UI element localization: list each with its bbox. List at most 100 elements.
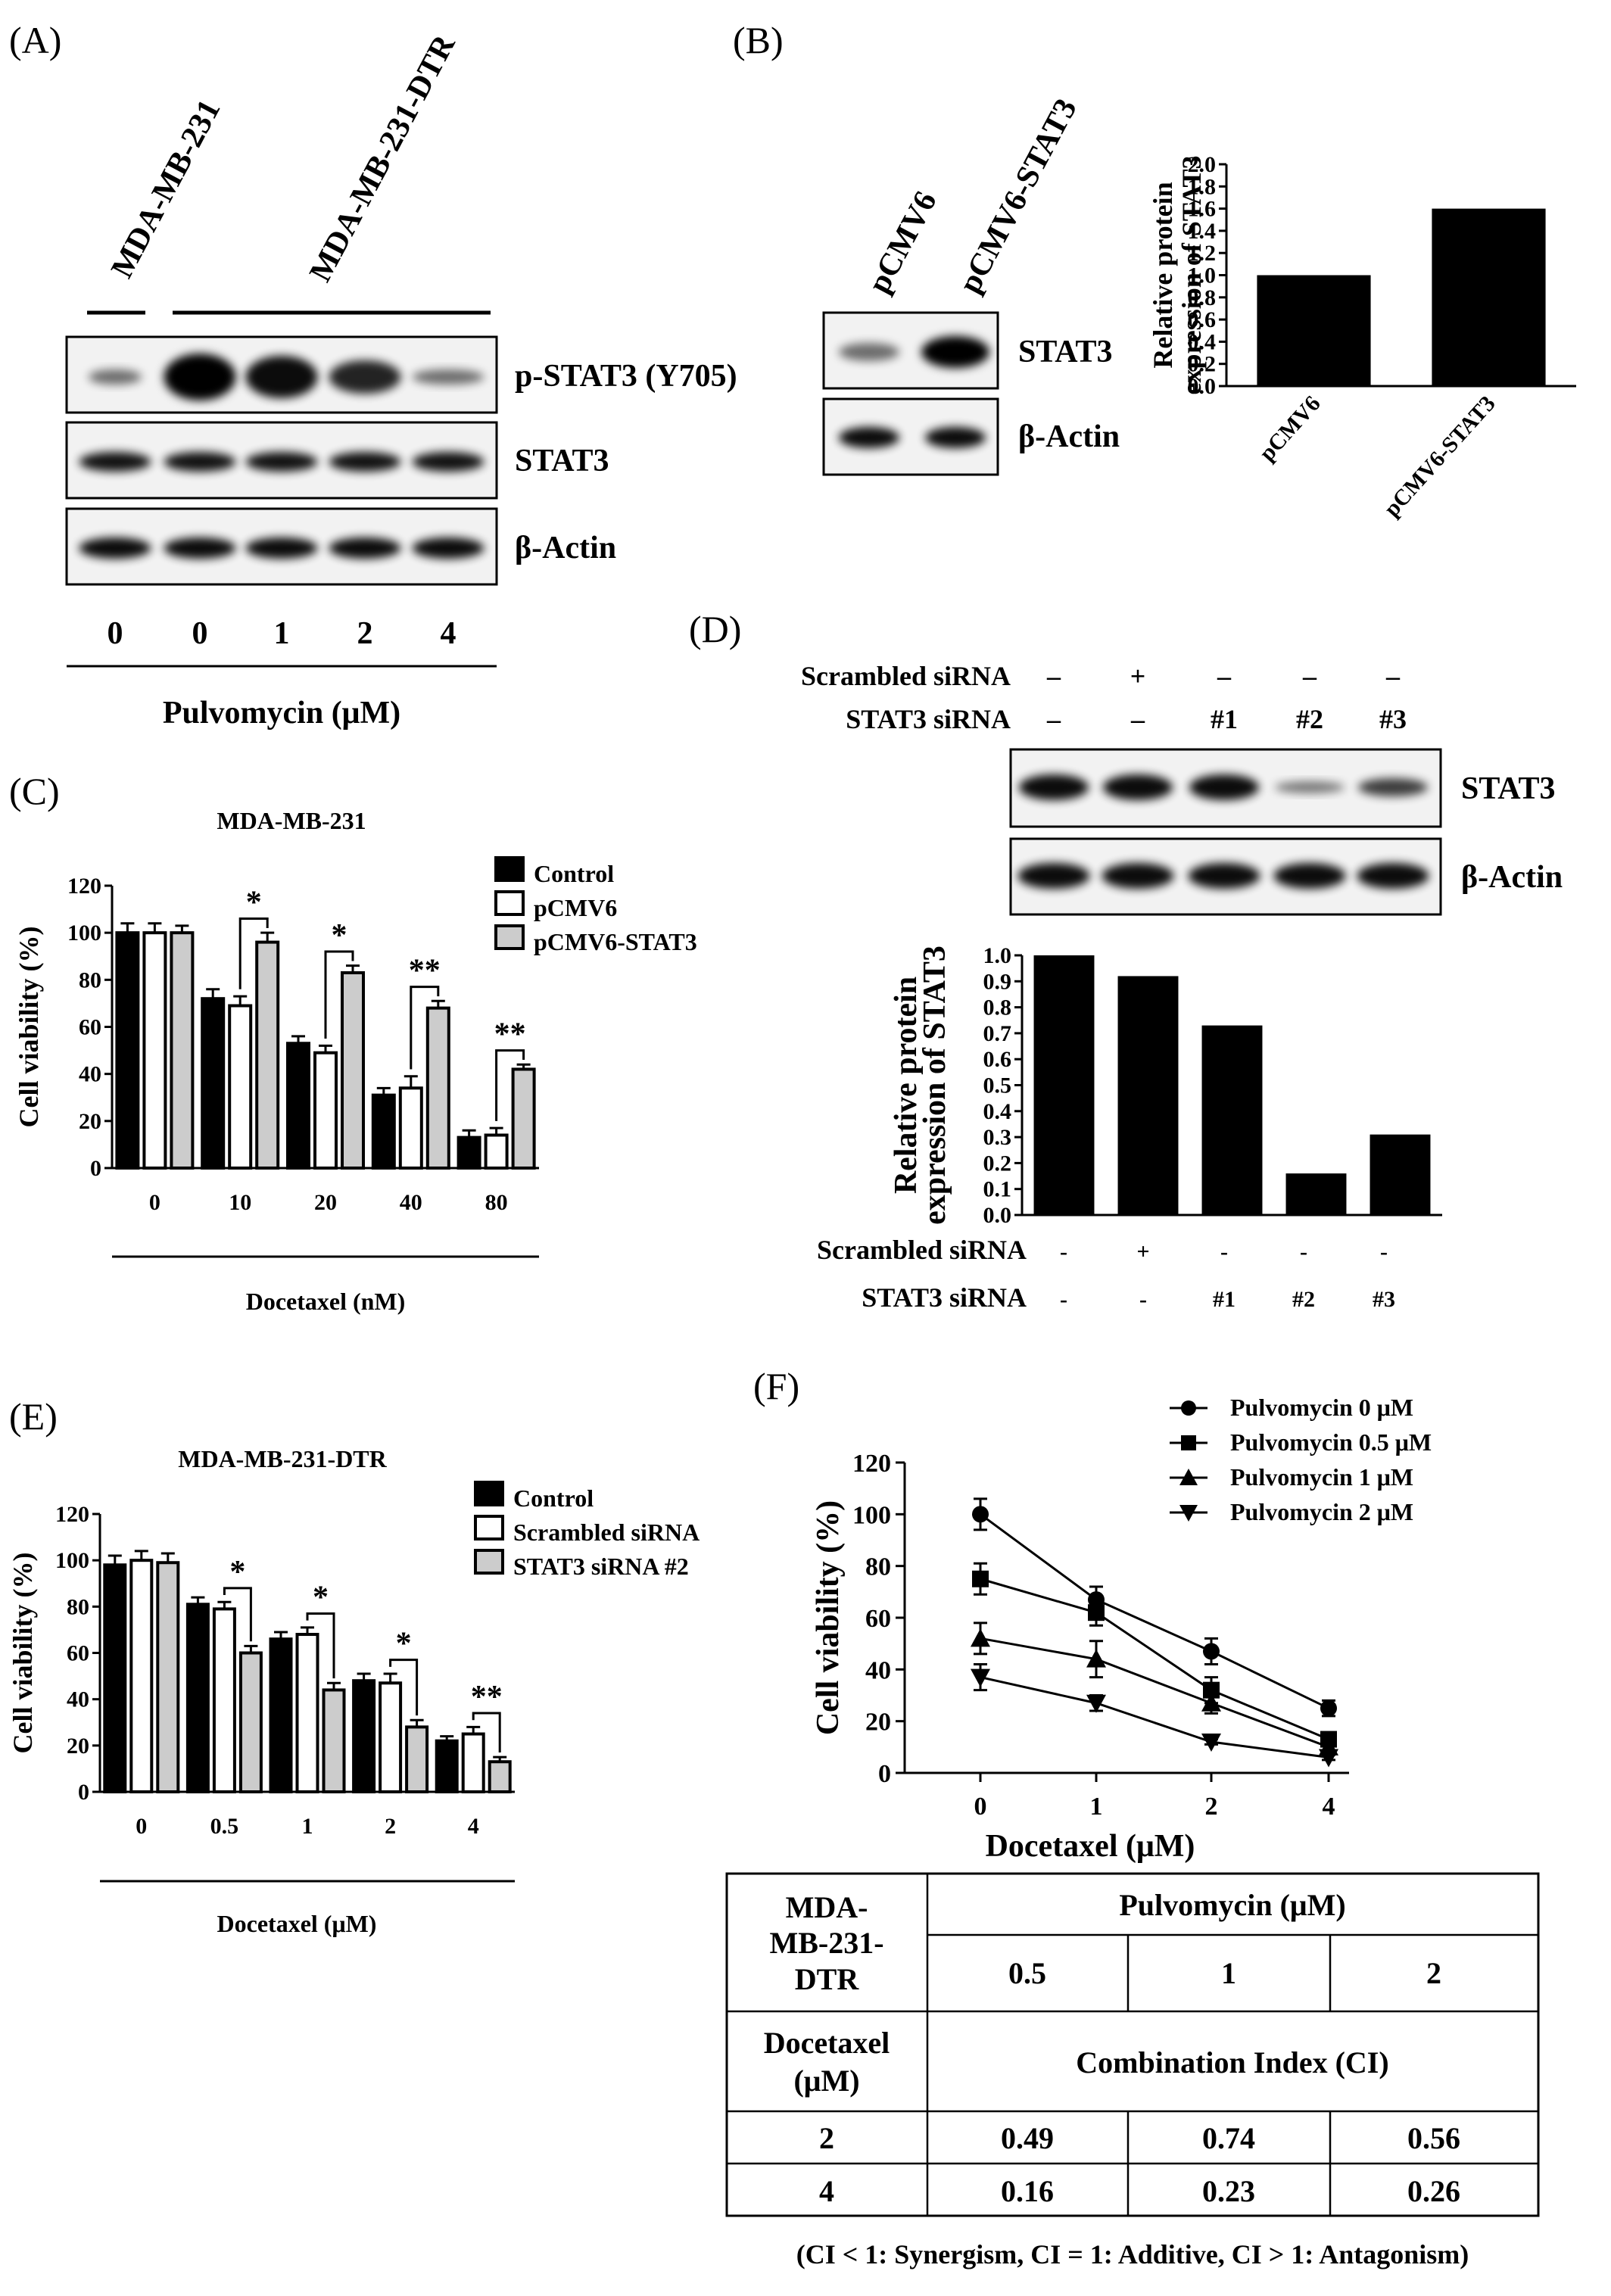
series-line [980,1676,1329,1759]
marker [971,1668,990,1687]
y-axis-label: Relative protein [889,977,924,1194]
bar [488,1760,512,1794]
blot-band [1017,863,1090,889]
series-line [980,1578,1329,1740]
legend-label: Pulvomycin 2 μM [1230,1498,1413,1525]
blot-band [89,369,142,385]
panel-d: (D) Scrambled siRNA – + – – – STAT3 siRNA – – #1 #… [689,608,1563,1313]
ci-cell: 0.26 [1407,2174,1460,2208]
bar [201,997,226,1170]
condition-mark: + [1136,1239,1149,1264]
x-tick-label: 80 [485,1190,508,1215]
bar [398,1086,423,1170]
y-tick-label: 0.2 [983,1151,1012,1176]
y-tick-label: 0 [878,1760,891,1788]
blot-band [79,452,151,472]
panel-a-label: (A) [9,19,61,61]
significance-bracket [324,950,354,1039]
x-tick-label: 0 [974,1793,987,1821]
y-tick-label: 0.0 [983,1203,1012,1228]
panel-c: (C) MDA-MB-231 0 20 40 60 80 100 120 0 10 * 20 * 40 **… [9,770,697,1315]
x-tick-label: pCMV6 [1254,391,1326,466]
bar [295,1633,319,1794]
blot-b-label-actin: β-Actin [1018,419,1120,454]
panel-e: (E) MDA-MB-231-DTR 0 20 40 60 80 100 120 0 0.5 * 1 *… [8,1395,700,1937]
condition-mark: – [1217,661,1232,691]
y-tick-label: 0.6 [1188,307,1217,332]
condition-row-label: Scrambled siRNA [801,661,1011,691]
y-tick-label: 60 [79,1015,101,1040]
cell-line-label-parental: MDA-MB-231 [104,94,227,283]
dose-axis-label: Pulvomycin (μM) [163,696,400,731]
panel-f-label: (F) [753,1365,799,1407]
chart-title: MDA-MB-231 [217,807,366,834]
condition-mark: - [1220,1239,1228,1264]
bar [115,931,140,1170]
ci-table-corner-line2: MB-231- [769,1926,883,1960]
significance-bracket [223,1587,252,1642]
bar [1432,208,1546,386]
condition-row-label: Scrambled siRNA [817,1235,1027,1265]
marker [1320,1699,1337,1717]
blot-band [925,427,986,448]
condition-mark: - [1300,1239,1307,1264]
condition-mark: – [1130,704,1145,734]
y-tick-label: 0.4 [983,1099,1012,1124]
significance-bracket [495,1049,525,1121]
panel-a: (A) MDA-MB-231 MDA-MB-231-DTR p-STAT3 (Y… [9,19,737,731]
y-axis-label: Cell viability (%) [8,1553,38,1754]
chart-e: MDA-MB-231-DTR 0 20 40 60 80 100 120 0 0.5 * 1 * 2 * 4 *… [8,1445,700,1937]
bar [352,1679,376,1793]
blot-band [1019,774,1089,800]
y-tick-label: 0.8 [1188,285,1217,310]
significance-mark: ** [409,954,441,989]
blot-band [245,356,318,398]
x-tick-label: pCMV6-STAT3 [1379,391,1500,522]
lane-label-pcmv6: pCMV6 [862,185,944,298]
significance-bracket [306,1612,335,1679]
significance-mark: * [229,1555,245,1590]
bar [238,1651,263,1793]
y-tick-label: 40 [79,1062,101,1087]
y-tick-label: 80 [865,1553,891,1581]
legend-swatch [494,856,525,882]
bar [185,1603,210,1793]
significance-mark: * [313,1581,329,1615]
ci-table-border [725,1872,1540,2217]
marker [1203,1643,1220,1660]
ci-table-pulvo-header: Pulvomycin (μM) [1119,1888,1345,1922]
y-tick-label: 1.0 [983,943,1012,968]
legend-swatch [474,1515,504,1541]
chart-d: 0.00.10.20.30.40.50.60.70.80.91.0 Relativ… [889,943,1442,1228]
condition-mark: – [1385,661,1401,691]
y-tick-label: 120 [55,1502,89,1527]
blot-band [1188,863,1260,889]
bar [322,1688,346,1794]
y-axis-label: expression of STAT3 [1176,155,1207,394]
significance-mark: * [332,918,347,953]
legend-swatch [474,1481,504,1506]
dose-label: 1 [274,616,290,651]
marker [1088,1604,1105,1622]
blot-b-label-stat3: STAT3 [1018,335,1112,369]
x-tick-label: 2 [1205,1793,1218,1821]
x-axis-label: Docetaxel (nM) [246,1288,406,1315]
marker [971,1628,990,1647]
bar [103,1563,127,1794]
significance-bracket [410,986,440,1070]
y-tick-label: 1.4 [1188,219,1217,244]
y-tick-label: 0.4 [1188,329,1217,354]
panel-d-label: (D) [689,608,741,650]
bar [405,1725,429,1794]
bar [1201,1025,1263,1215]
bar [461,1732,485,1794]
significance-bracket [472,1712,501,1753]
ci-cell: 0.23 [1202,2174,1255,2208]
bar [156,1561,180,1794]
y-tick-label: 40 [67,1687,89,1712]
panel-b-label: (B) [733,19,784,61]
marker [972,1570,989,1587]
y-tick-label: 20 [865,1709,891,1737]
x-axis-label: Docetaxel (μM) [217,1910,377,1937]
x-tick-label: 1 [302,1814,313,1839]
